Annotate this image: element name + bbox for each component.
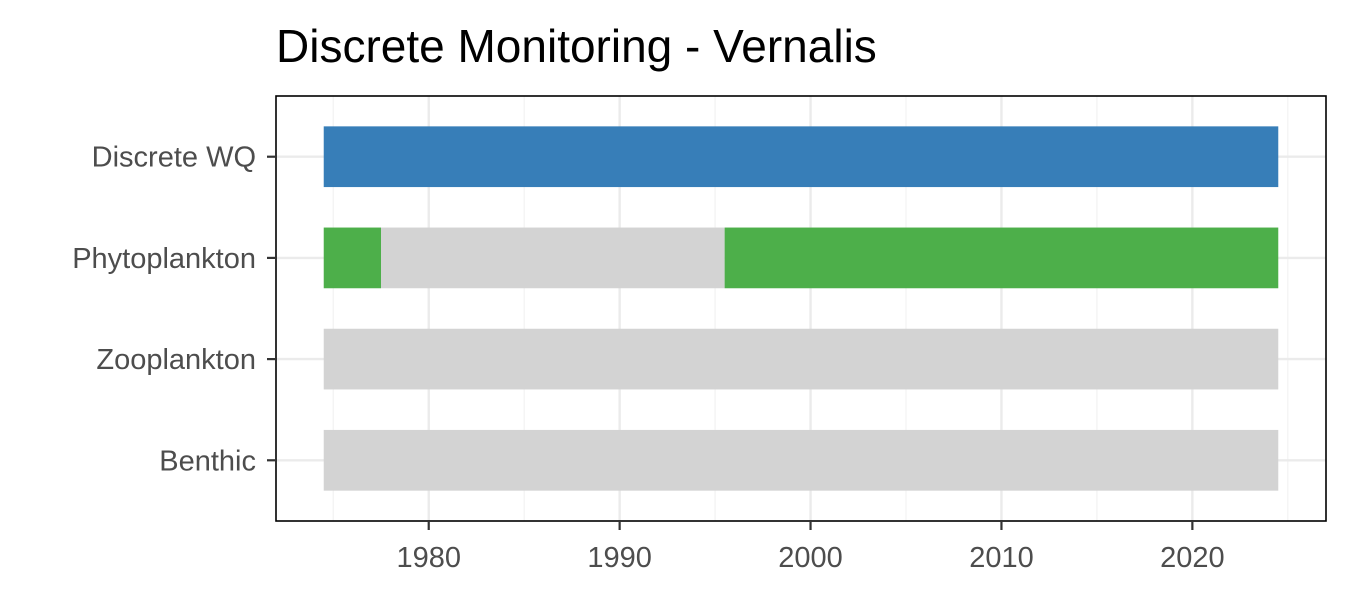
x-tick-label: 1990 xyxy=(587,542,652,574)
x-tick-label: 2020 xyxy=(1160,542,1225,574)
y-axis: Discrete WQ Phytoplankton Zooplankton Benth… xyxy=(72,142,276,477)
x-tick-label: 1980 xyxy=(396,542,461,574)
plot-border xyxy=(275,95,1327,522)
y-tick-label: Zooplankton xyxy=(96,344,256,376)
x-tick-label: 2000 xyxy=(778,542,843,574)
y-tick-label: Benthic xyxy=(159,445,256,477)
bar-segment xyxy=(724,227,1279,289)
x-tick-label: 2010 xyxy=(969,542,1034,574)
bar-segment xyxy=(323,227,381,289)
y-tick-label: Discrete WQ xyxy=(92,142,256,174)
bar-segment xyxy=(323,328,1279,390)
bar-segment xyxy=(381,227,725,289)
y-tick-label: Phytoplankton xyxy=(72,243,256,275)
bar-segment xyxy=(323,126,1279,188)
bars xyxy=(323,126,1279,491)
x-axis: 1980 1990 2000 2010 2020 xyxy=(396,521,1225,574)
chart-title: Discrete Monitoring - Vernalis xyxy=(276,20,877,72)
bar-segment xyxy=(323,429,1279,491)
